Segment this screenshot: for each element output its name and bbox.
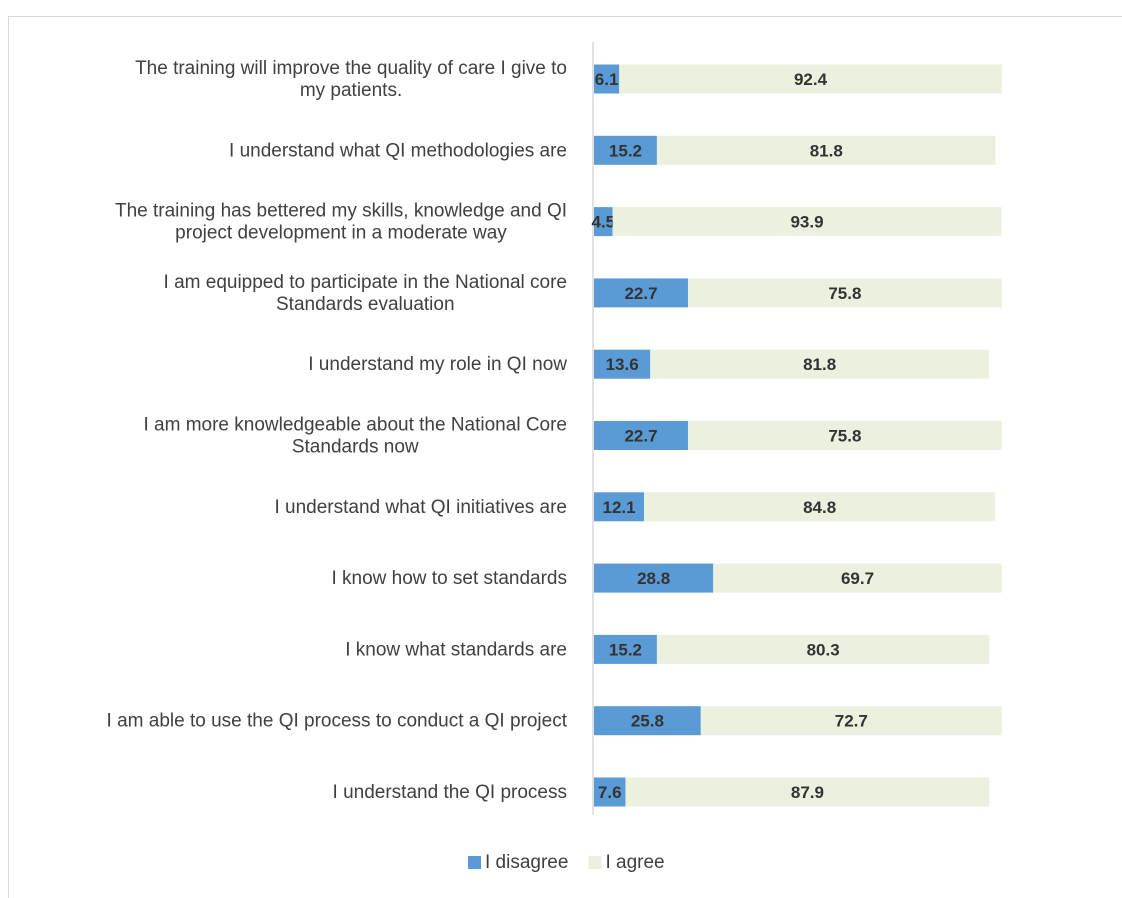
category-label: I am more knowledgeable about the Nation… xyxy=(143,415,567,436)
bar-disagree xyxy=(594,207,613,237)
value-label-disagree: 13.6 xyxy=(606,355,639,374)
bar-disagree xyxy=(594,135,657,165)
legend-swatch-agree xyxy=(588,856,602,869)
category-label: I understand the QI process xyxy=(333,782,567,803)
legend-swatch-disagree xyxy=(468,856,481,869)
bar-disagree xyxy=(594,563,714,593)
value-label-agree: 72.7 xyxy=(835,712,868,731)
category-label: The training has bettered my skills, kno… xyxy=(115,201,567,222)
value-label-disagree: 25.8 xyxy=(631,712,664,731)
bar-disagree xyxy=(594,492,645,522)
value-label-agree: 84.8 xyxy=(803,498,836,517)
bar-agree xyxy=(650,349,989,379)
chart-frame xyxy=(8,16,1122,898)
bar-disagree xyxy=(594,278,688,308)
bar-agree xyxy=(619,64,1002,94)
value-label-disagree: 22.7 xyxy=(624,427,657,446)
legend-label-disagree: I disagree xyxy=(485,852,568,873)
bar-agree xyxy=(625,777,990,807)
bar-agree xyxy=(612,207,1002,237)
category-label: I am equipped to participate in the Nati… xyxy=(164,272,567,293)
value-label-agree: 75.8 xyxy=(828,284,861,303)
legend-label-agree: I agree xyxy=(605,852,664,873)
bar-disagree xyxy=(594,777,626,807)
bar-disagree xyxy=(594,349,651,379)
bar-disagree xyxy=(594,64,620,94)
value-label-disagree: 22.7 xyxy=(624,284,657,303)
bar-agree xyxy=(687,421,1002,450)
category-label: I know what standards are xyxy=(345,639,567,660)
category-label: I understand what QI methodologies are xyxy=(229,140,567,161)
value-label-agree: 81.8 xyxy=(803,355,836,374)
value-label-agree: 69.7 xyxy=(841,569,874,588)
bar-agree xyxy=(644,492,996,522)
category-label: project development in a moderate way xyxy=(175,223,507,244)
bar-agree xyxy=(713,563,1002,593)
category-label: Standards evaluation xyxy=(276,294,455,315)
value-label-disagree: 6.1 xyxy=(595,70,619,89)
category-label: my patients. xyxy=(300,80,402,101)
bar-disagree xyxy=(594,706,701,736)
bar-agree xyxy=(656,634,990,664)
value-label-agree: 75.8 xyxy=(828,427,861,446)
bar-agree xyxy=(700,706,1002,736)
category-label: I understand what QI initiatives are xyxy=(274,497,567,518)
category-label: I know how to set standards xyxy=(331,568,567,589)
value-label-disagree: 7.6 xyxy=(598,783,622,802)
value-label-disagree: 15.2 xyxy=(609,141,642,160)
category-label: Standards now xyxy=(292,437,419,458)
value-label-agree: 87.9 xyxy=(791,783,824,802)
category-label: The training will improve the quality of… xyxy=(135,58,567,79)
value-label-disagree: 28.8 xyxy=(637,569,670,588)
bar-agree xyxy=(687,278,1002,308)
category-label: I am able to use the QI process to condu… xyxy=(107,711,568,732)
value-label-agree: 81.8 xyxy=(810,141,843,160)
category-label: I understand my role in QI now xyxy=(308,354,567,375)
bar-agree xyxy=(656,135,996,165)
value-label-disagree: 15.2 xyxy=(609,640,642,659)
value-label-agree: 93.9 xyxy=(790,213,823,232)
value-label-agree: 92.4 xyxy=(794,70,828,89)
value-label-agree: 80.3 xyxy=(807,640,840,659)
bar-disagree xyxy=(594,634,657,664)
value-label-disagree: 4.5 xyxy=(591,213,615,232)
value-label-disagree: 12.1 xyxy=(603,498,636,517)
bar-disagree xyxy=(594,421,688,450)
